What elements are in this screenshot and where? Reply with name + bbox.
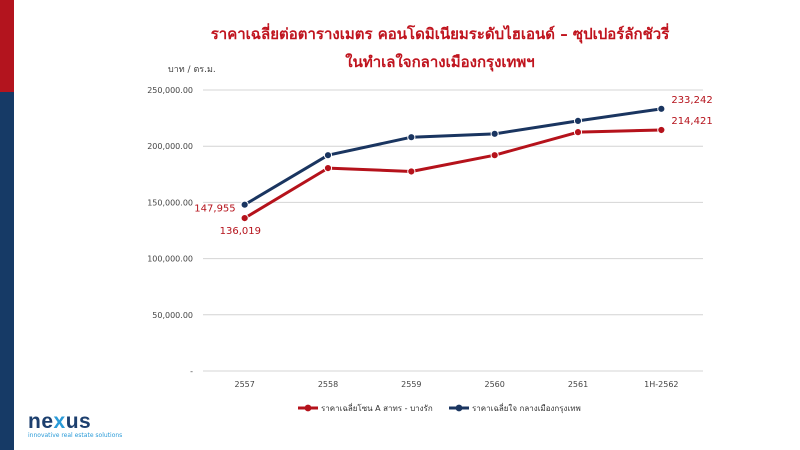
logo-tagline: innovative real estate solutions	[28, 432, 123, 439]
y-tick-label: 250,000.00	[147, 86, 193, 95]
data-point	[573, 116, 583, 126]
data-label: 233,242	[671, 95, 712, 106]
legend-swatch-marker	[304, 404, 312, 412]
y-tick-label: 100,000.00	[147, 255, 193, 264]
x-tick-label: 2560	[484, 380, 504, 389]
data-point	[573, 128, 583, 137]
chart-title-line1: ราคาเฉลี่ยต่อตารางเมตร คอนโดมิเนียมระดับ…	[210, 25, 670, 43]
legend-label: ราคาเฉลี่ยใจ กลางเมืองกรุงเทพ	[472, 402, 581, 413]
x-tick-label: 1H-2562	[644, 380, 678, 389]
nexus-logo: nexus innovative real estate solutions	[28, 410, 123, 439]
y-axis-unit-label: บาท / ตร.ม.	[168, 65, 216, 75]
data-label: 214,421	[671, 116, 712, 127]
legend-swatch-marker	[455, 404, 463, 412]
x-tick-label: 2561	[568, 380, 588, 389]
series-line-1	[243, 128, 662, 220]
y-tick-label: -	[190, 367, 193, 376]
x-tick-label: 2558	[318, 380, 338, 389]
data-point	[490, 151, 499, 160]
data-point	[323, 151, 333, 160]
data-point	[323, 164, 333, 173]
data-point	[490, 129, 499, 138]
data-label: 147,955	[194, 204, 235, 215]
data-point	[657, 104, 666, 113]
data-point	[407, 133, 416, 142]
data-label: 136,019	[220, 226, 261, 237]
legend-label: ราคาเฉลี่ยโซน A สาทร - บางรัก	[321, 402, 433, 413]
y-tick-label: 50,000.00	[152, 311, 193, 320]
x-tick-label: 2559	[401, 380, 421, 389]
chart-title-line2: ในทำเลใจกลางเมืองกรุงเทพฯ	[345, 53, 535, 71]
side-accent-red	[0, 0, 14, 92]
y-tick-label: 150,000.00	[147, 198, 193, 207]
data-point	[240, 200, 249, 209]
series-line-2	[243, 107, 662, 206]
data-point	[407, 167, 416, 176]
x-tick-label: 2557	[234, 380, 254, 389]
y-tick-label: 200,000.00	[147, 142, 193, 151]
data-point	[240, 214, 249, 223]
data-point	[657, 125, 666, 135]
side-accent-navy	[0, 92, 14, 450]
